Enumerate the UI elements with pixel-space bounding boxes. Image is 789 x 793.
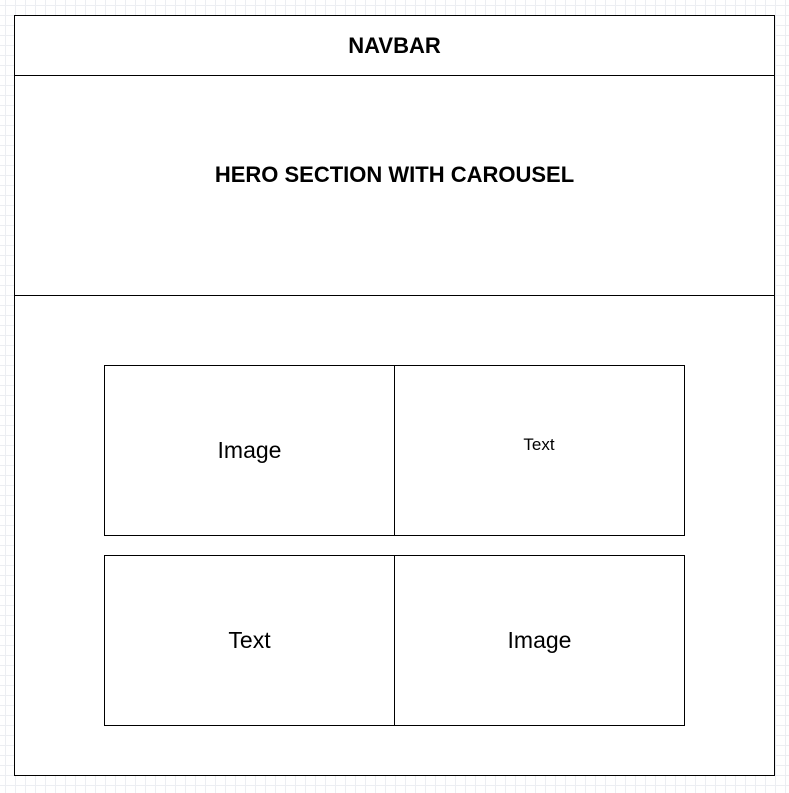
content-row-1: Image Text: [104, 365, 685, 536]
hero-label: HERO SECTION WITH CAROUSEL: [214, 162, 575, 187]
image-placeholder: Image: [105, 366, 394, 535]
cell-label: Text: [228, 627, 271, 653]
image-placeholder: Image: [394, 556, 684, 725]
cell-label: Image: [217, 437, 282, 463]
hero-section-block: HERO SECTION WITH CAROUSEL: [15, 76, 774, 296]
cell-label: Image: [507, 627, 572, 653]
wireframe-page: NAVBAR HERO SECTION WITH CAROUSEL Image …: [14, 15, 775, 776]
content-row-2: Text Image: [104, 555, 685, 726]
text-placeholder: Text: [394, 366, 683, 535]
navbar-label: NAVBAR: [348, 32, 441, 58]
cell-label: Text: [523, 435, 555, 454]
navbar-block: NAVBAR: [15, 16, 774, 76]
text-placeholder: Text: [105, 556, 394, 725]
